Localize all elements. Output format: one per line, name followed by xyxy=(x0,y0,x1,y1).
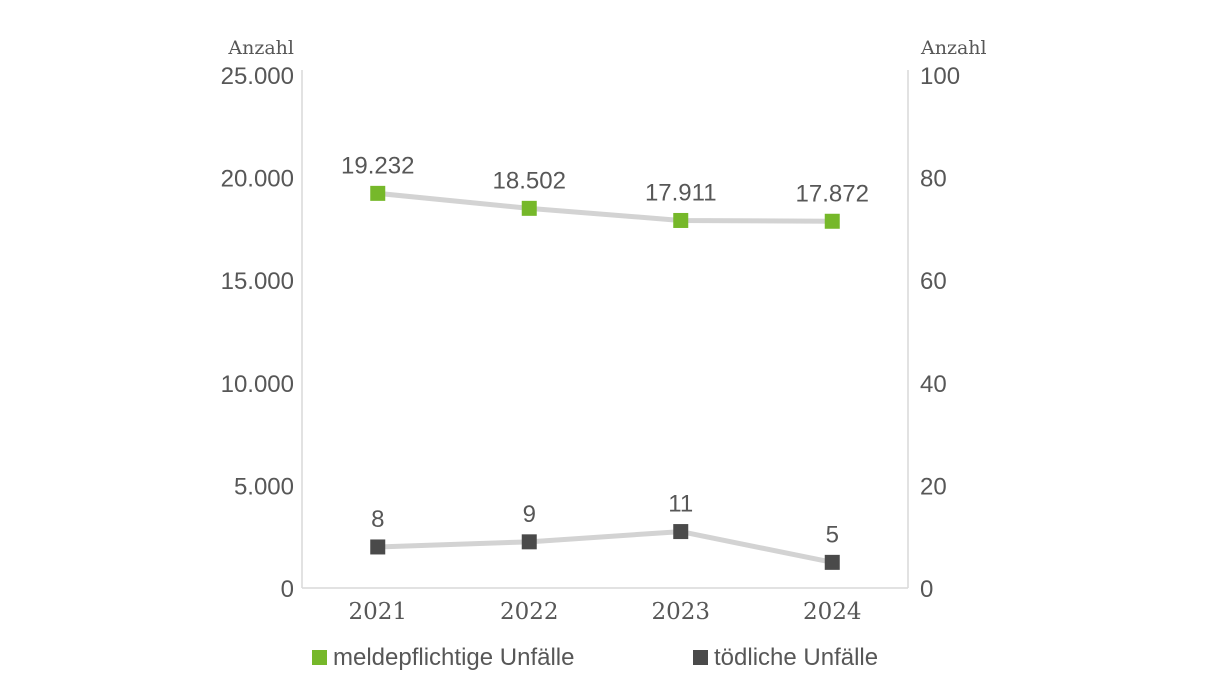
legend-label: tödliche Unfälle xyxy=(714,644,878,671)
right-tick-label: 80 xyxy=(920,166,947,193)
data-label: 5 xyxy=(826,521,839,548)
labels-layer: 19.232 18.502 17.911 17.872 8 9 11 5 xyxy=(341,152,869,548)
legend-item-0: meldepflichtige Unfälle xyxy=(312,644,574,671)
data-label: 8 xyxy=(371,506,384,533)
legend-marker xyxy=(693,650,708,665)
left-tick-label: 0 xyxy=(281,576,294,603)
data-label: 11 xyxy=(668,491,693,518)
data-point-marker xyxy=(370,539,386,555)
legend-label: meldepflichtige Unfälle xyxy=(333,644,574,671)
data-point-marker xyxy=(370,185,386,201)
data-point-marker xyxy=(521,534,537,550)
data-label: 9 xyxy=(523,501,536,528)
left-tick-label: 15.000 xyxy=(221,268,294,295)
data-label: 17.872 xyxy=(796,180,869,207)
right-tick-label: 60 xyxy=(920,268,947,295)
right-tick-label: 100 xyxy=(920,63,960,90)
legend-item-1: tödliche Unfälle xyxy=(693,644,878,671)
x-tick-label: 2021 xyxy=(348,599,407,625)
data-point-marker xyxy=(824,554,840,570)
series-line-1 xyxy=(375,529,835,565)
axes-layer: Anzahl Anzahl 0 5.000 10.000 15.000 20.000 25.0… xyxy=(221,37,987,625)
data-label: 18.502 xyxy=(493,167,566,194)
data-label: 17.911 xyxy=(645,179,717,206)
legend: meldepflichtige Unfälle tödliche Unfälle xyxy=(312,644,878,671)
data-label: 19.232 xyxy=(341,152,414,179)
left-tick-label: 5.000 xyxy=(234,473,294,500)
series-layer xyxy=(370,185,840,570)
legend-marker xyxy=(312,650,327,665)
series-line-0 xyxy=(375,190,835,224)
left-tick-label: 10.000 xyxy=(221,371,294,398)
left-axis-label: Anzahl xyxy=(227,37,294,59)
right-tick-label: 0 xyxy=(920,576,933,603)
right-tick-label: 40 xyxy=(920,371,947,398)
right-axis-label: Anzahl xyxy=(920,37,987,59)
x-tick-label: 2022 xyxy=(500,599,559,625)
left-tick-label: 20.000 xyxy=(221,166,294,193)
data-point-marker xyxy=(521,200,537,216)
left-tick-label: 25.000 xyxy=(221,63,294,90)
data-point-marker xyxy=(824,213,840,229)
x-tick-label: 2023 xyxy=(651,599,710,625)
right-tick-label: 20 xyxy=(920,473,947,500)
data-point-marker xyxy=(673,524,689,540)
x-tick-label: 2024 xyxy=(803,599,862,625)
data-point-marker xyxy=(673,212,689,228)
